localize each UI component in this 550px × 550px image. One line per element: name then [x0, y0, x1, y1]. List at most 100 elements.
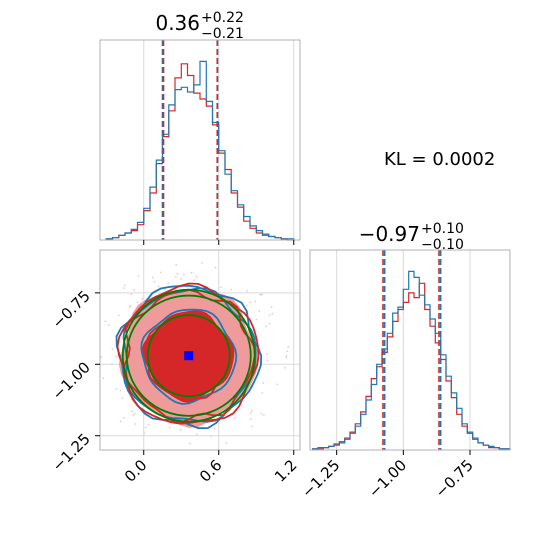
contour-line-green [125, 294, 252, 417]
scatter-point [201, 262, 203, 264]
scatter-point [104, 320, 107, 323]
histogram2-title-sub: −0.10 [421, 237, 464, 253]
contour-xtick-label: 0.6 [196, 456, 226, 486]
scatter-point [141, 297, 144, 300]
histogram1-ticks [143, 240, 295, 245]
contour-frame [99, 249, 301, 451]
scatter-point [180, 277, 182, 280]
scatter-point [254, 300, 257, 303]
scatter-point [261, 391, 264, 394]
histogram2-series-a [312, 270, 511, 450]
scatter-point [234, 417, 236, 420]
histogram1-series-b [105, 63, 294, 241]
scatter-point [102, 377, 105, 380]
histogram2-title-sup: +0.10 [421, 221, 464, 237]
scatter-point [213, 427, 216, 430]
histogram-series-b-step [312, 282, 511, 450]
scatter-point [251, 425, 254, 428]
histogram2-series-b [312, 282, 511, 450]
histogram2-frame [309, 249, 511, 451]
scatter-point [159, 271, 162, 274]
contour-ytick-label: −1.25 [49, 430, 94, 475]
scatter-point [259, 293, 261, 296]
scatter-point [193, 279, 196, 282]
histogram1-frame [99, 39, 301, 241]
scatter-point [266, 359, 269, 362]
scatter-point [270, 306, 273, 309]
kl-label: KL = 0.0002 [384, 149, 495, 170]
scatter-point [136, 301, 139, 304]
scatter-point [144, 426, 147, 429]
scatter-point [175, 263, 178, 266]
scatter-point [179, 428, 182, 431]
scatter-point [121, 397, 124, 400]
scatter-point [176, 272, 179, 275]
scatter-point [249, 301, 252, 304]
scatter-point [114, 355, 117, 358]
histogram2-xtick-label: −0.75 [432, 456, 477, 501]
scatter-point [249, 412, 252, 414]
scatter-point [100, 356, 103, 358]
scatter-point [164, 288, 167, 291]
histogram1-series-a [105, 60, 295, 240]
scatter-point [111, 348, 114, 350]
histogram2-title-value: −0.97 [359, 222, 420, 246]
scatter-point [245, 304, 248, 307]
contour-line-green [146, 314, 231, 398]
contour-xtick-label: 1.2 [271, 456, 301, 486]
scatter-point [129, 304, 132, 307]
scatter-point [151, 276, 154, 279]
histogram1-quantile-lines [161, 40, 219, 240]
scatter-point [124, 284, 126, 287]
scatter-point [219, 286, 222, 289]
histogram2-grid [336, 250, 471, 450]
scatter-point [263, 414, 265, 416]
scatter-point [133, 289, 136, 291]
histogram2-ticks: −1.25 −1.00 −0.75 [298, 450, 477, 501]
contour-line [146, 311, 233, 400]
contour-ytick-label: −0.75 [49, 287, 94, 332]
histogram1-title-value: 0.36 [155, 11, 200, 35]
scatter-point [230, 288, 232, 291]
scatter-point [188, 442, 191, 445]
scatter-point [133, 412, 136, 415]
scatter-point [147, 423, 150, 426]
scatter-point [153, 280, 156, 283]
scatter-point [132, 414, 135, 417]
scatter-point [167, 282, 170, 285]
scatter-point [214, 266, 217, 269]
contour-line-green [121, 288, 256, 423]
scatter-point [115, 387, 118, 390]
histogram-series-b-step [105, 63, 294, 241]
histogram2-xtick-label: −1.25 [298, 456, 343, 501]
contour-scatter-points [100, 262, 290, 445]
scatter-point [168, 426, 171, 429]
scatter-point [287, 346, 290, 348]
scatter-point [119, 420, 122, 423]
scatter-point [262, 382, 264, 384]
histogram-series-a-step [312, 270, 511, 450]
scatter-point [131, 410, 134, 413]
scatter-point [134, 423, 137, 425]
scatter-point [246, 290, 249, 292]
histogram-series-a-step [105, 60, 295, 240]
scatter-point [284, 366, 287, 369]
scatter-point [195, 433, 198, 436]
scatter-point [258, 310, 261, 312]
scatter-point [286, 350, 289, 353]
histogram2-quantile-lines [382, 250, 442, 450]
scatter-point [261, 293, 263, 296]
scatter-point [183, 273, 185, 276]
contour-ytick-label: −1.00 [49, 358, 94, 403]
scatter-point [119, 389, 122, 392]
scatter-point [250, 418, 252, 421]
scatter-point [265, 325, 267, 328]
histogram-panel-param2: −1.25 −1.00 −0.75 −0.97 +0.10 −0.10 [298, 221, 511, 501]
contour-lines [115, 282, 263, 430]
scatter-point [137, 274, 140, 277]
contour-panel: 0.0 0.6 1.2 −0.75 −1.00 −1.25 [49, 249, 301, 486]
scatter-point [260, 412, 263, 415]
scatter-point [190, 272, 193, 274]
scatter-point [268, 314, 271, 317]
